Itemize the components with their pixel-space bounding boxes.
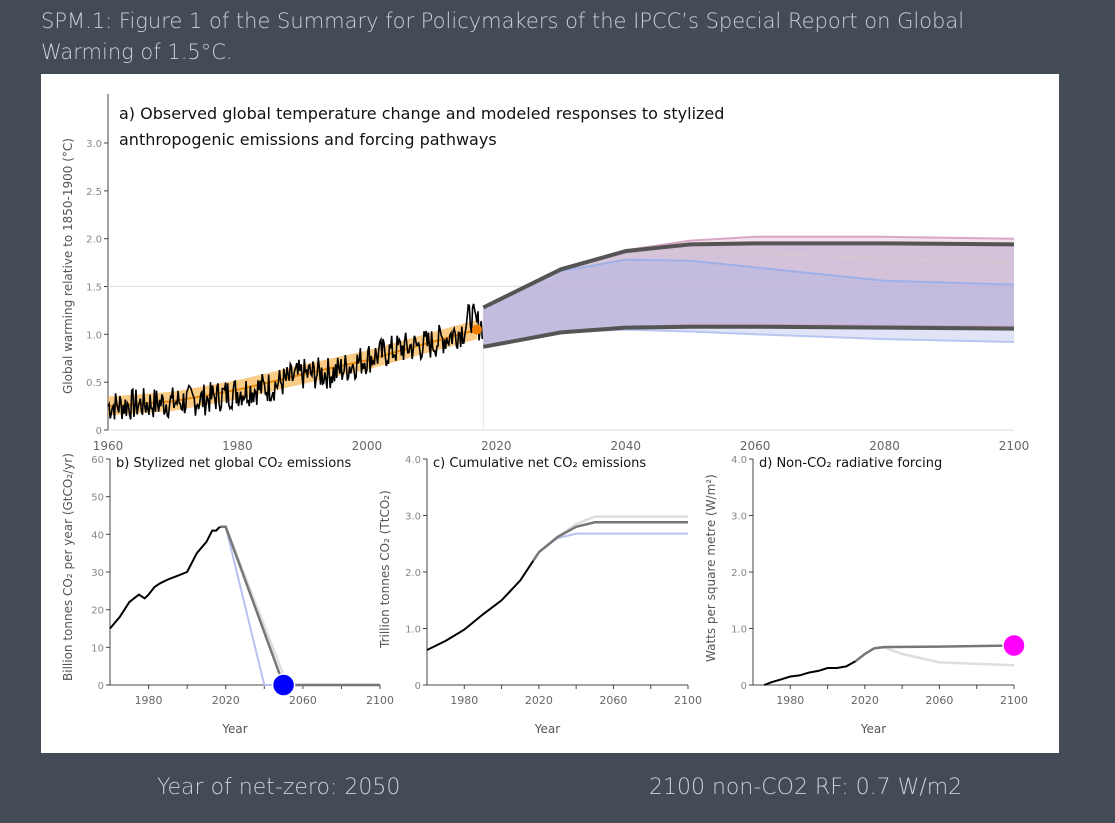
d-y-tick-label: 1.0 <box>731 625 747 636</box>
a-x-tick-label: 2020 <box>481 439 512 453</box>
c-y-tick-label: 2.0 <box>405 568 421 579</box>
a-x-tick-label: 2060 <box>740 439 771 453</box>
b-y-tick-label: 0 <box>98 681 104 692</box>
a-y-tick-label: 1.0 <box>86 330 102 341</box>
a-observed-range <box>108 320 477 416</box>
b-x-tick-label: 1980 <box>135 694 163 707</box>
c-y-tick-label: 1.0 <box>405 625 421 636</box>
c-y-axis-label: Trillion tonnes CO₂ (TtCO₂) <box>378 490 392 649</box>
a-line-lower-dark <box>482 324 1015 349</box>
a-y-tick-label: 2.0 <box>86 235 102 246</box>
c-observed-series <box>426 560 535 651</box>
b-x-tick-label: 2060 <box>289 694 317 707</box>
net-zero-label: Year of net-zero: <box>157 775 338 800</box>
b-x-tick-label: 2100 <box>366 694 394 707</box>
b-observed-series <box>109 526 221 630</box>
c-x-tick-label: 2020 <box>525 694 553 707</box>
d-observed-series <box>763 660 856 686</box>
a-x-tick-label: 2000 <box>352 439 383 453</box>
b-y-tick-label: 30 <box>91 568 104 579</box>
b-y-tick-label: 60 <box>91 455 104 466</box>
d-title: d) Non-CO₂ radiative forcing <box>759 456 942 471</box>
d-x-axis-label: Year <box>860 722 886 736</box>
a-y-tick-label: 1.5 <box>86 283 102 294</box>
a-band-purple <box>483 243 1014 347</box>
rf-2100-control[interactable]: 2100 non-CO2 RF: 0.7 W/m2 <box>649 775 962 800</box>
b-path-blue <box>219 525 380 686</box>
d-y-tick-label: 2.0 <box>731 568 747 579</box>
d-path-light <box>854 645 1015 667</box>
d-marker <box>1002 633 1026 658</box>
net-zero-year-control[interactable]: Year of net-zero: 2050 <box>157 775 400 800</box>
a-y-tick-label: 0.5 <box>86 378 102 389</box>
d-x-tick-label: 2100 <box>1000 694 1028 707</box>
c-title: c) Cumulative net CO₂ emissions <box>433 456 646 471</box>
a-y-tick-label: 0 <box>96 426 102 437</box>
d-path-dark <box>854 644 1015 663</box>
c-y-tick-label: 4.0 <box>405 455 421 466</box>
d-x-tick-label: 1980 <box>776 694 804 707</box>
b-marker <box>271 673 296 697</box>
page-title: SPM.1: Figure 1 of the Summary for Polic… <box>41 9 965 64</box>
b-y-tick-label: 40 <box>91 530 104 541</box>
a-x-tick-label: 2040 <box>610 439 641 453</box>
a-x-tick-label: 2080 <box>869 439 900 453</box>
a-title-line: a) Observed global temperature change an… <box>119 104 724 123</box>
d-x-tick-label: 2060 <box>925 694 953 707</box>
d-y-tick-label: 3.0 <box>731 512 747 523</box>
c-path-dark <box>532 521 688 562</box>
a-x-tick-label: 1980 <box>222 439 253 453</box>
d-y-tick-label: 4.0 <box>731 455 747 466</box>
b-y-tick-label: 10 <box>91 643 104 654</box>
rf-label: 2100 non-CO2 RF: <box>649 775 849 800</box>
b-y-tick-label: 50 <box>91 493 104 504</box>
d-y-tick-label: 0 <box>741 681 747 692</box>
b-x-tick-label: 2020 <box>212 694 240 707</box>
b-y-axis-label: Billion tonnes CO₂ per year (GtCO₂/yr) <box>61 453 75 681</box>
c-x-tick-label: 2060 <box>599 694 627 707</box>
a-x-tick-label: 2100 <box>999 439 1030 453</box>
d-y-axis-label: Watts per square metre (W/m²) <box>704 474 718 662</box>
a-y-axis-label: Global warming relative to 1850-1900 (°C… <box>61 138 75 394</box>
a-x-tick-label: 1960 <box>93 439 124 453</box>
b-x-axis-label: Year <box>221 722 247 736</box>
a-line-upper-dark <box>482 241 1015 310</box>
b-path-dark <box>219 525 380 687</box>
rf-value: 0.7 W/m2 <box>855 775 963 800</box>
d-x-tick-label: 2020 <box>851 694 879 707</box>
c-x-axis-label: Year <box>534 722 560 736</box>
a-observed-series <box>107 303 484 420</box>
c-x-tick-label: 2100 <box>674 694 702 707</box>
c-y-tick-label: 0 <box>415 681 421 692</box>
a-observed-end-marker <box>471 324 482 335</box>
figure-panel: 0 0.5 1.0 1.5 2.0 2.5 3.0 1960 1980 2000 2020 2040 2… <box>41 74 1059 753</box>
c-x-tick-label: 1980 <box>450 694 478 707</box>
c-y-tick-label: 3.0 <box>405 512 421 523</box>
net-zero-value: 2050 <box>344 775 401 800</box>
b-path-light <box>219 525 380 687</box>
a-y-tick-label: 3.0 <box>86 139 102 150</box>
b-title: b) Stylized net global CO₂ emissions <box>116 456 351 471</box>
a-title-line: anthropogenic emissions and forcing path… <box>119 130 497 149</box>
b-y-tick-label: 20 <box>91 606 104 617</box>
a-y-tick-label: 2.5 <box>86 187 102 198</box>
